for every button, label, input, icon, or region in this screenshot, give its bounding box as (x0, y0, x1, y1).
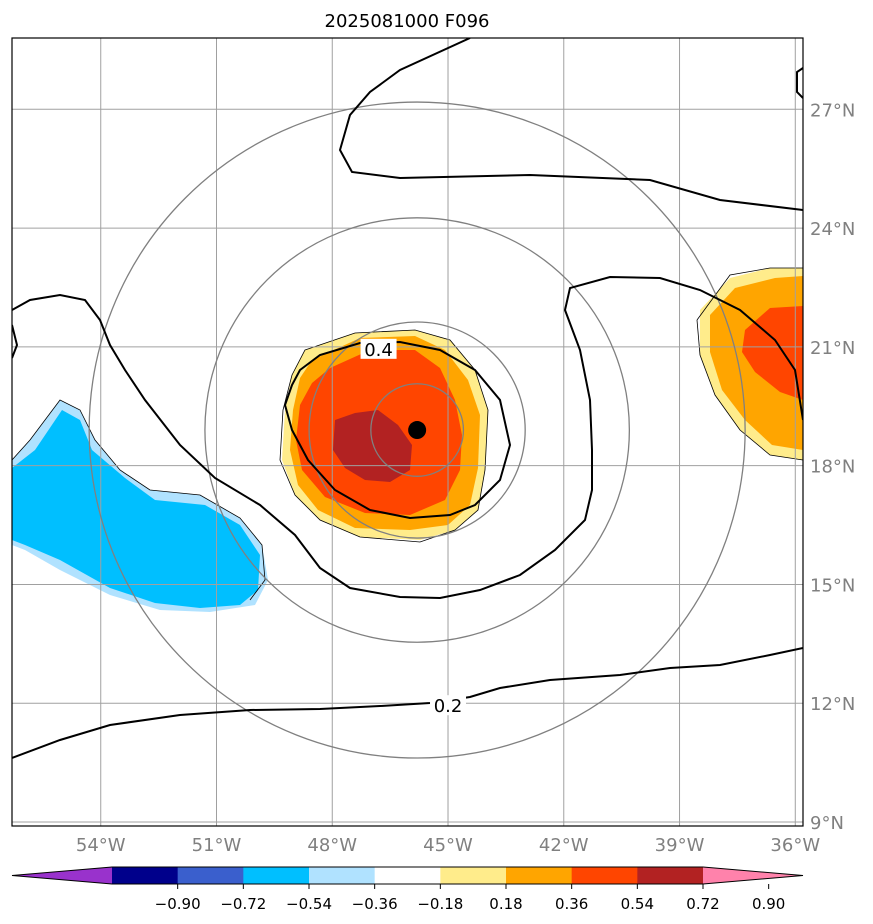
lat-tick-label: 12°N (810, 694, 855, 715)
lon-tick-label: 54°W (76, 835, 126, 856)
lon-tick-label: 42°W (539, 835, 589, 856)
range-ring (370, 383, 465, 477)
colorbar-tick-label: 0.36 (555, 895, 588, 913)
contour-0.4-inner (283, 340, 512, 520)
colorbar-tick-label: −0.54 (286, 895, 332, 913)
contour-upper (338, 38, 803, 211)
lon-tick-label: 36°W (770, 835, 820, 856)
figure-title: 2025081000 F096 (325, 11, 490, 32)
lon-tick-label: 45°W (423, 835, 473, 856)
colorbar-segment (440, 867, 507, 884)
colorbar-segment (309, 867, 376, 884)
map-area: 0.4 0.2 (12, 38, 803, 826)
lat-tick-label: 27°N (810, 100, 855, 121)
lat-tick-label: 9°N (810, 813, 844, 834)
contour-labels: 0.4 0.2 (360, 338, 467, 717)
colorbar-segment (637, 867, 704, 884)
colorbar-tick-label: −0.90 (155, 895, 201, 913)
lon-tick-label: 39°W (655, 835, 705, 856)
colorbar-segment (177, 867, 244, 884)
colorbar-tick-label: 0.72 (686, 895, 719, 913)
contour-0.4-loop (12, 275, 803, 600)
contour-label: 0.2 (434, 696, 463, 717)
colorbar-tick-label: 0.90 (752, 895, 785, 913)
lat-tick-label: 15°N (810, 575, 855, 596)
positive-anomaly-east (696, 267, 803, 461)
lat-tick-label: 24°N (810, 219, 855, 240)
colorbar (11, 866, 804, 885)
lat-tick-label: 18°N (810, 457, 855, 478)
contour-corner (796, 67, 803, 99)
map-frame (11, 37, 804, 827)
colorbar-segment (506, 867, 573, 884)
contour-label-bg (430, 695, 467, 716)
colorbar-extend-high (703, 867, 803, 884)
range-rings (88, 101, 746, 759)
latitude-labels: 9°N 12°N 15°N 18°N 21°N 24°N 27°N (810, 100, 855, 834)
contour-label-bg (360, 338, 397, 359)
colorbar-tick-label: 0.54 (621, 895, 654, 913)
colorbar-tick-label: −0.18 (417, 895, 463, 913)
colorbar-segment (571, 867, 638, 884)
colorbar-ticks: −0.90 −0.72 −0.54 −0.36 −0.18 0.18 0.36 0.54 0.7… (155, 884, 785, 913)
colorbar-segment (243, 867, 310, 884)
colorbar-segment (374, 867, 441, 884)
storm-center-marker (408, 421, 427, 440)
range-ring (204, 217, 631, 643)
contour-left-edge (12, 324, 19, 359)
range-ring (308, 321, 526, 539)
colorbar-segment (112, 867, 179, 884)
colorbar-tick-label: 0.18 (489, 895, 522, 913)
contour-label: 0.4 (364, 340, 393, 361)
gridlines (12, 38, 803, 826)
colorbar-extend-low (12, 867, 112, 884)
longitude-labels: 54°W 51°W 48°W 45°W 42°W 39°W 36°W (76, 835, 820, 856)
fill-0.72-0.90 (333, 410, 412, 482)
negative-anomaly-west (12, 399, 268, 612)
lon-tick-label: 48°W (307, 835, 357, 856)
colorbar-tick-label: −0.36 (352, 895, 398, 913)
lat-tick-label: 21°N (810, 338, 855, 359)
colorbar-tick-label: −0.72 (220, 895, 266, 913)
lon-tick-label: 51°W (192, 835, 242, 856)
range-ring (88, 101, 746, 759)
colorbar-outline (11, 866, 804, 885)
